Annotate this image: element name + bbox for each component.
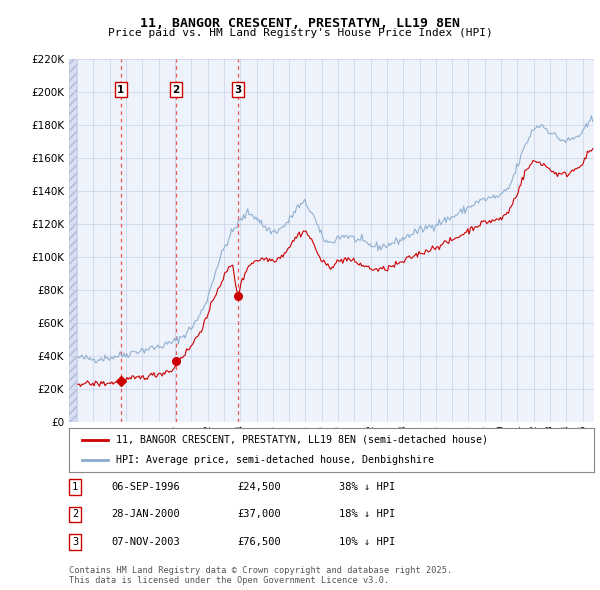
Text: 38% ↓ HPI: 38% ↓ HPI xyxy=(339,482,395,491)
Text: 1: 1 xyxy=(117,85,124,95)
Text: 2: 2 xyxy=(72,510,78,519)
Text: £24,500: £24,500 xyxy=(237,482,281,491)
Text: 18% ↓ HPI: 18% ↓ HPI xyxy=(339,510,395,519)
Text: £76,500: £76,500 xyxy=(237,537,281,547)
Text: 3: 3 xyxy=(234,85,241,95)
Bar xyxy=(69,59,77,422)
Text: 2: 2 xyxy=(172,85,180,95)
Text: 1: 1 xyxy=(72,482,78,491)
Text: 11, BANGOR CRESCENT, PRESTATYN, LL19 8EN (semi-detached house): 11, BANGOR CRESCENT, PRESTATYN, LL19 8EN… xyxy=(116,435,488,445)
Text: 07-NOV-2003: 07-NOV-2003 xyxy=(111,537,180,547)
Text: £37,000: £37,000 xyxy=(237,510,281,519)
Text: HPI: Average price, semi-detached house, Denbighshire: HPI: Average price, semi-detached house,… xyxy=(116,455,434,465)
Text: Contains HM Land Registry data © Crown copyright and database right 2025.
This d: Contains HM Land Registry data © Crown c… xyxy=(69,566,452,585)
Text: 3: 3 xyxy=(72,537,78,547)
Text: 11, BANGOR CRESCENT, PRESTATYN, LL19 8EN: 11, BANGOR CRESCENT, PRESTATYN, LL19 8EN xyxy=(140,17,460,30)
Text: 10% ↓ HPI: 10% ↓ HPI xyxy=(339,537,395,547)
Text: 28-JAN-2000: 28-JAN-2000 xyxy=(111,510,180,519)
Text: Price paid vs. HM Land Registry's House Price Index (HPI): Price paid vs. HM Land Registry's House … xyxy=(107,28,493,38)
Text: 06-SEP-1996: 06-SEP-1996 xyxy=(111,482,180,491)
